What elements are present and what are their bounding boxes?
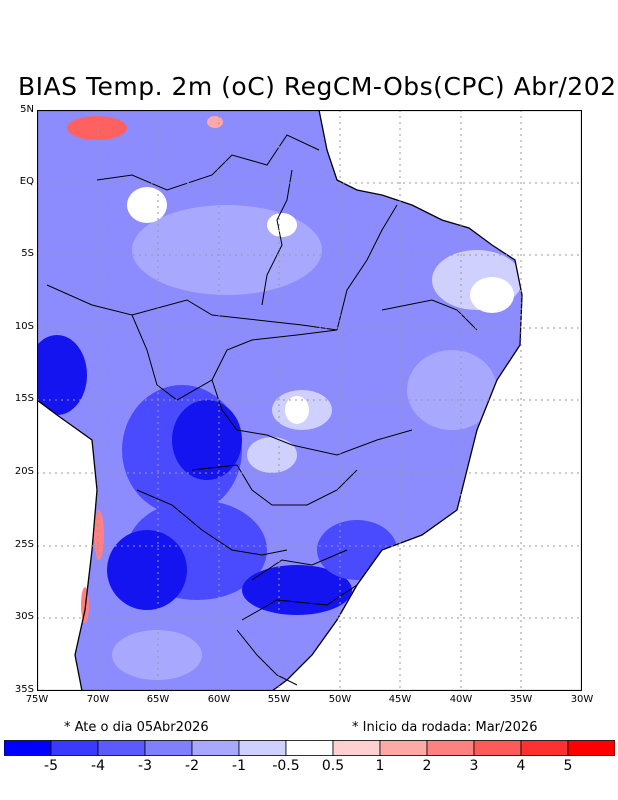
lat-label-35s: 35S — [14, 684, 34, 695]
light-bias-pampas — [112, 630, 202, 680]
colorbar-label: -3 — [138, 758, 152, 774]
colorbar-label: -2 — [185, 758, 199, 774]
border-amazonas-para — [261, 169, 293, 306]
colorbar-swatch — [144, 740, 193, 756]
colorbar — [4, 740, 615, 756]
colorbar-swatch — [191, 740, 240, 756]
colorbar-swatch — [332, 740, 381, 756]
border-northern — [96, 134, 320, 191]
warm-patch-colombia — [67, 116, 127, 140]
colorbar-label: 3 — [469, 758, 479, 774]
very-cold-south-brazil — [242, 565, 352, 615]
lighter-bias-mg — [247, 437, 297, 473]
colorbar-swatch — [97, 740, 146, 756]
colorbar-label: 4 — [516, 758, 526, 774]
colorbar-swatch — [520, 740, 569, 756]
lat-label-5n: 5N — [20, 104, 34, 115]
border-piaui-bahia — [381, 299, 478, 331]
colorbar-swatch — [285, 740, 334, 756]
lat-label-10s: 10S — [14, 321, 34, 332]
lon-label-35w: 35W — [509, 694, 533, 705]
lon-label-65w: 65W — [146, 694, 170, 705]
very-cold-bolivia — [172, 400, 242, 480]
colorbar-label: -1 — [232, 758, 246, 774]
grid-lines — [37, 110, 582, 691]
colorbar-label: 1 — [375, 758, 385, 774]
border-paraguay-ms — [191, 464, 358, 506]
map-frame — [37, 110, 582, 691]
border-mato-grosso — [211, 329, 338, 381]
colorbar-label: -0.5 — [272, 758, 300, 774]
colorbar-swatch — [567, 740, 615, 756]
colorbar-label: -5 — [44, 758, 58, 774]
border-parana — [251, 549, 348, 581]
neutral-patch-goias — [285, 396, 309, 424]
lat-label-25s: 25S — [14, 539, 34, 550]
lon-label-45w: 45W — [388, 694, 412, 705]
border-argentina-paraguay — [136, 489, 288, 556]
note-run-start: * Inicio da rodada: Mar/2026 — [352, 720, 538, 735]
lon-label-75w: 75W — [25, 694, 49, 705]
border-uruguay — [236, 629, 298, 686]
lon-label-50w: 50W — [328, 694, 352, 705]
lon-label-60w: 60W — [207, 694, 231, 705]
neutral-patch-central — [267, 213, 297, 237]
border-santa-catarina — [241, 584, 358, 621]
lon-label-55w: 55W — [267, 694, 291, 705]
neutral-patch-northeast — [470, 277, 514, 313]
very-cold-peru — [37, 335, 87, 415]
border-amazon-south — [46, 284, 338, 331]
warm-patch-guyana — [207, 116, 223, 128]
colorbar-swatch — [238, 740, 287, 756]
very-cold-argentina — [107, 530, 187, 610]
border-para-maranhao — [336, 204, 398, 331]
colorbar-swatch — [426, 740, 475, 756]
lat-label-20s: 20S — [14, 466, 34, 477]
colorbar-label: 5 — [563, 758, 573, 774]
colorbar-swatch — [379, 740, 428, 756]
colorbar-label: 2 — [422, 758, 432, 774]
border-goias-mg — [236, 429, 413, 456]
colorbar-swatch — [50, 740, 99, 756]
colorbar-label: 0.5 — [321, 758, 345, 774]
colorbar-label: -4 — [91, 758, 105, 774]
lon-label-30w: 30W — [570, 694, 594, 705]
colorbar-swatch — [473, 740, 522, 756]
neutral-patch-north — [127, 187, 167, 223]
map-plot — [37, 110, 582, 691]
lon-label-70w: 70W — [86, 694, 110, 705]
warm-patch-chile-north — [94, 510, 104, 560]
note-until-date: * Ate o dia 05Abr2026 — [64, 720, 209, 735]
lon-label-40w: 40W — [449, 694, 473, 705]
lat-label-eq: EQ — [19, 176, 34, 187]
lat-label-15s: 15S — [14, 393, 34, 404]
map-title: BIAS Temp. 2m (oC) RegCM-Obs(CPC) Abr/20… — [18, 72, 618, 101]
light-bias-bahia — [407, 350, 497, 430]
lat-label-5s: 5S — [21, 248, 34, 259]
lat-label-30s: 30S — [14, 611, 34, 622]
colorbar-swatch — [4, 740, 52, 756]
